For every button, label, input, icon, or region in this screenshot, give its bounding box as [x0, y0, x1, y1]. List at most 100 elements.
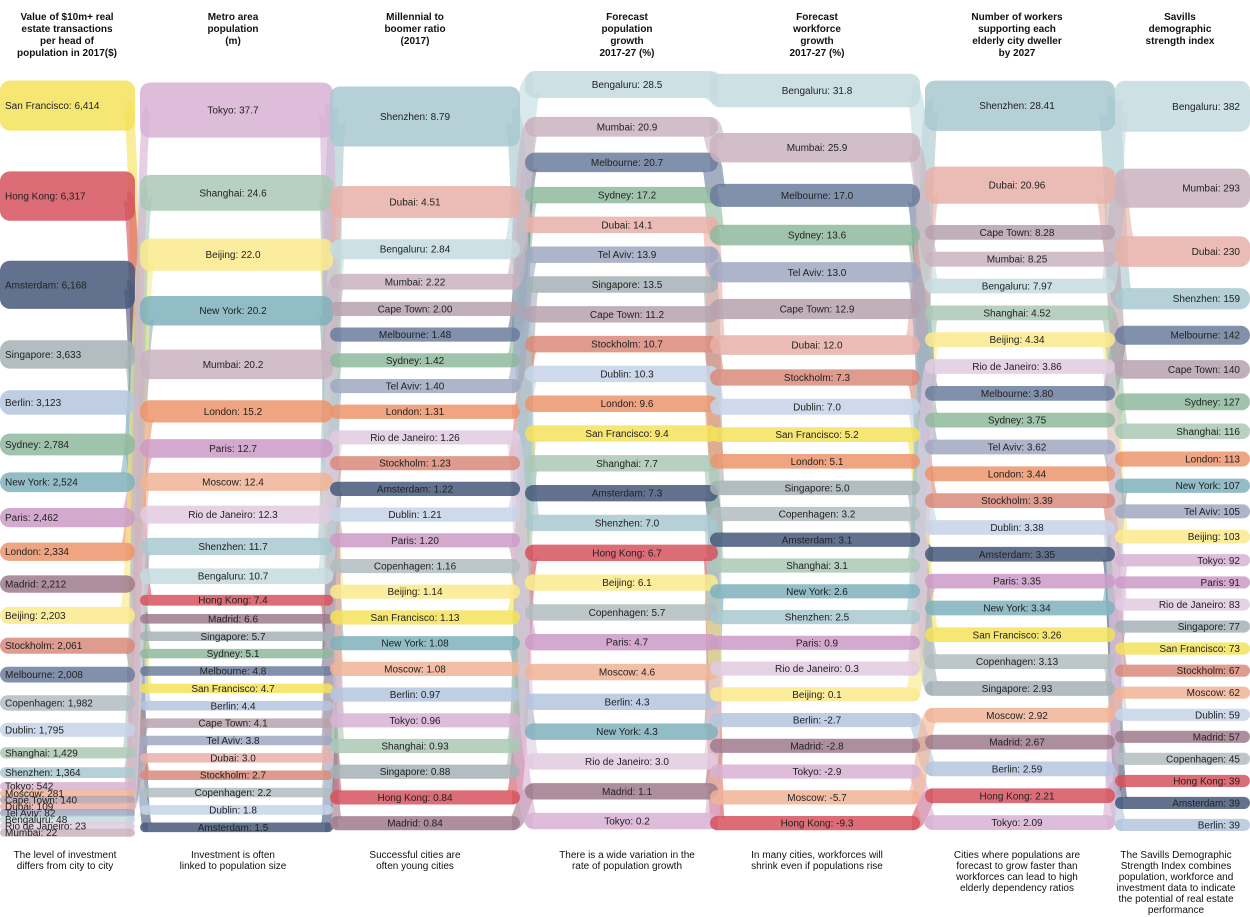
label-san-francisco-w: San Francisco: 5.2 — [775, 430, 859, 441]
label-cape-town-s: Cape Town: 8.28 — [980, 228, 1055, 239]
label-hong-kong-r: Hong Kong: 0.84 — [377, 793, 452, 804]
label-stockholm-r: Stockholm: 1.23 — [379, 459, 451, 470]
label-london-s: London: 3.44 — [988, 469, 1047, 480]
node-beijing-s — [925, 332, 1115, 348]
node-cape-town-s — [925, 224, 1115, 240]
node-dublin-p — [140, 805, 333, 815]
node-shenzhen-s — [925, 80, 1115, 131]
node-mumbai-g — [525, 116, 718, 137]
label-shanghai-d: Shanghai: 116 — [1176, 427, 1240, 438]
column-footer-v: The level of investment differs from cit… — [13, 850, 117, 872]
flow-rio-de-janeiro-w-s — [904, 359, 941, 676]
label-berlin-w: Berlin: -2.7 — [793, 716, 842, 727]
label-copenhagen-g: Copenhagen: 5.7 — [589, 608, 666, 619]
label-san-francisco-s: San Francisco: 3.26 — [973, 630, 1062, 641]
node-singapore-w — [710, 480, 920, 496]
node-berlin-s — [925, 761, 1115, 777]
label-stockholm-p: Stockholm: 2.7 — [200, 771, 267, 782]
label-mumbai-s: Mumbai: 8.25 — [987, 255, 1048, 266]
node-tokyo-w — [710, 764, 920, 779]
label-shanghai-s: Shanghai: 4.52 — [983, 308, 1051, 319]
node-dublin-g — [525, 365, 718, 383]
label-london-r: London: 1.31 — [386, 407, 445, 418]
node-sydney-s — [925, 412, 1115, 428]
label-mumbai-r: Mumbai: 2.22 — [385, 277, 446, 288]
node-amsterdam-d — [1115, 796, 1250, 809]
label-moscow-v: Moscow: 281 — [5, 789, 64, 800]
node-dubai-r — [330, 186, 520, 218]
label-tokyo-p: Tokyo: 37.7 — [207, 106, 259, 117]
node-paris-w — [710, 635, 920, 650]
label-singapore-g: Singapore: 13.5 — [592, 280, 663, 291]
node-new-york-w — [710, 584, 920, 599]
label-sydney-v: Sydney: 2,784 — [5, 440, 69, 451]
label-paris-v: Paris: 2,462 — [5, 513, 59, 524]
node-stockholm-r — [330, 456, 520, 471]
label-cape-town-d: Cape Town: 140 — [1168, 365, 1241, 376]
node-sydney-p — [140, 648, 333, 659]
label-beijing-g: Beijing: 6.1 — [602, 578, 652, 589]
node-tel-aviv-g — [525, 246, 718, 263]
node-dubai-w — [710, 335, 920, 355]
node-paris-v — [0, 508, 135, 528]
node-cape-town-w — [710, 298, 920, 320]
node-copenhagen-d — [1115, 752, 1250, 765]
node-sydney-d — [1115, 393, 1250, 411]
label-rio-de-janeiro-v: Rio de Janeiro: 23 — [5, 822, 87, 833]
node-rio-de-janeiro-r — [330, 430, 520, 445]
node-madrid-g — [525, 783, 718, 800]
node-beijing-d — [1115, 529, 1250, 544]
label-shanghai-g: Shanghai: 7.7 — [596, 459, 658, 470]
node-dublin-v — [0, 722, 135, 737]
label-moscow-w: Moscow: -5.7 — [787, 793, 847, 804]
label-shanghai-v: Shanghai: 1,429 — [5, 748, 78, 759]
node-singapore-p — [140, 631, 333, 642]
label-madrid-r: Madrid: 0.84 — [387, 819, 443, 830]
flow-rio-de-janeiro-r-g — [504, 430, 541, 769]
label-london-v: London: 2,334 — [5, 547, 69, 558]
label-london-d: London: 113 — [1185, 455, 1240, 466]
node-mumbai-d — [1115, 168, 1250, 208]
label-melbourne-d: Melbourne: 142 — [1171, 331, 1241, 342]
node-shenzhen-p — [140, 537, 333, 556]
label-mumbai-w: Mumbai: 25.9 — [787, 143, 848, 154]
label-cape-town-r: Cape Town: 2.00 — [378, 304, 453, 315]
label-shanghai-p: Shanghai: 24.6 — [199, 188, 267, 199]
node-san-francisco-s — [925, 627, 1115, 643]
node-copenhagen-s — [925, 654, 1115, 669]
node-moscow-r — [330, 661, 520, 676]
label-melbourne-v: Melbourne: 2,008 — [5, 670, 83, 681]
node-san-francisco-p — [140, 683, 333, 694]
column-header-p: Metro area population (m) — [207, 12, 259, 47]
node-london-v — [0, 542, 135, 561]
label-amsterdam-d: Amsterdam: 39 — [1172, 798, 1240, 809]
node-dublin-s — [925, 520, 1115, 535]
label-bengaluru-d: Bengaluru: 382 — [1172, 102, 1240, 113]
column-footer-w: In many cities, workforces will shrink e… — [751, 850, 883, 872]
column-footer-g: There is a wide variation in the rate of… — [559, 850, 695, 872]
node-shanghai-v — [0, 747, 135, 759]
node-london-s — [925, 466, 1115, 482]
label-tel-aviv-v: Tel Aviv: 82 — [5, 809, 56, 820]
label-london-g: London: 9.6 — [601, 399, 654, 410]
node-madrid-w — [710, 738, 920, 753]
node-hong-kong-r — [330, 790, 520, 805]
node-london-r — [330, 404, 520, 419]
node-mumbai-v — [0, 828, 135, 837]
label-tel-aviv-s: Tel Aviv: 3.62 — [988, 442, 1047, 453]
label-rio-de-janeiro-w: Rio de Janeiro: 0.3 — [775, 664, 859, 675]
node-berlin-w — [710, 712, 920, 728]
column-header-d: Savills demographic strength index — [1145, 12, 1215, 47]
label-amsterdam-r: Amsterdam: 1.22 — [377, 484, 454, 495]
label-tel-aviv-d: Tel Aviv: 105 — [1184, 507, 1240, 518]
node-bengaluru-w — [710, 73, 920, 108]
node-tokyo-s — [925, 815, 1115, 830]
node-shenzhen-r — [330, 86, 520, 147]
node-berlin-p — [140, 700, 333, 711]
node-mumbai-s — [925, 251, 1115, 267]
node-amsterdam-r — [330, 481, 520, 496]
node-madrid-d — [1115, 730, 1250, 743]
label-hong-kong-s: Hong Kong: 2.21 — [979, 791, 1054, 802]
node-shanghai-d — [1115, 423, 1250, 440]
node-madrid-r — [330, 816, 520, 831]
